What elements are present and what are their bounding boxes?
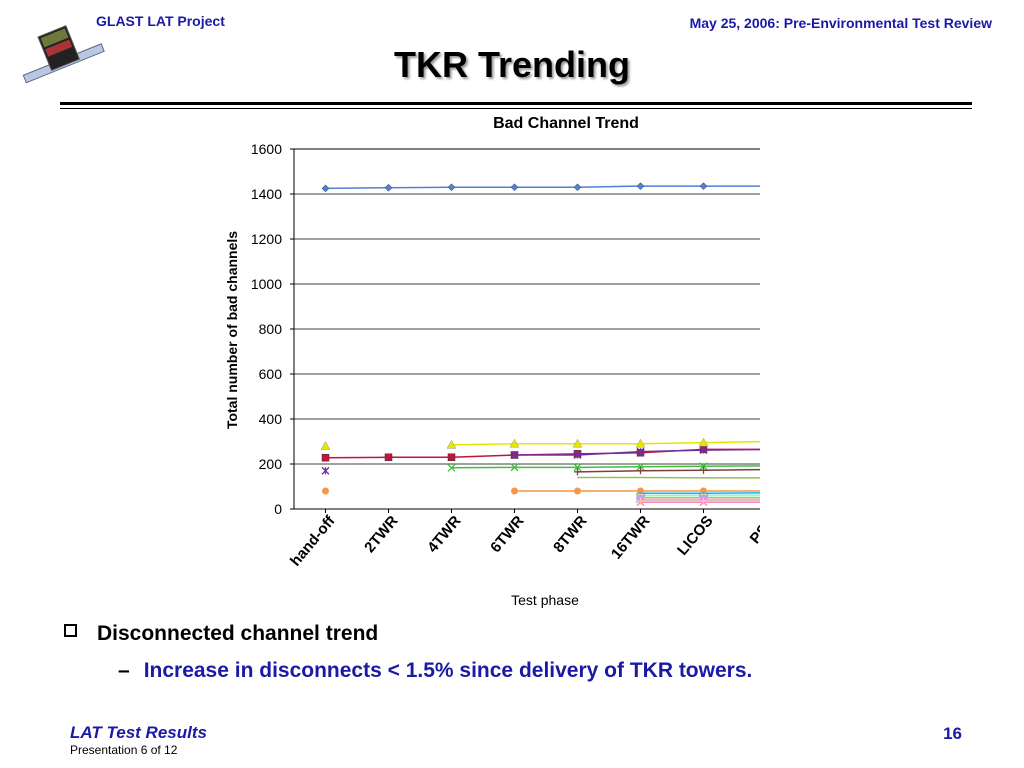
data-point-tkrfm2 xyxy=(573,463,582,472)
data-point-tkrfm3 xyxy=(636,447,645,456)
y-tick-label: 1000 xyxy=(251,276,282,292)
x-tick-label: 8TWR xyxy=(550,513,590,557)
series-line-tkrfm1 xyxy=(451,440,760,446)
y-tick-label: 400 xyxy=(259,411,283,427)
data-point-tkrfm3 xyxy=(510,451,519,459)
bullet-sub-text: Increase in disconnects < 1.5% since del… xyxy=(143,659,753,682)
data-point-tkrfmb xyxy=(447,453,456,461)
data-point-tkrfm4 xyxy=(637,467,644,475)
series-line-tkrfm2 xyxy=(451,465,760,469)
x-tick-label: 4TWR xyxy=(424,513,464,557)
data-point-tkrfm15 xyxy=(637,497,644,505)
data-point-tkrfmb xyxy=(384,453,393,461)
bullet-main-text: Disconnected channel trend xyxy=(97,622,379,645)
meeting-name: May 25, 2006: Pre-Environmental Test Rev… xyxy=(689,15,992,31)
data-point-tkrfm5 xyxy=(574,487,581,495)
data-point-tkrfma xyxy=(447,183,456,192)
x-tick-label: hand-off xyxy=(287,512,339,570)
data-point-tkrfm1 xyxy=(446,439,457,449)
data-point-tkrfm3 xyxy=(699,446,708,455)
data-point-tkrfm4 xyxy=(700,466,707,474)
x-tick-label: 6TWR xyxy=(487,513,527,557)
data-point-tkrfm1 xyxy=(635,438,646,448)
data-point-tkrfma xyxy=(510,183,519,192)
y-tick-label: 200 xyxy=(259,456,283,472)
data-point-tkrfma xyxy=(699,182,708,190)
page-number: 16 xyxy=(943,724,962,743)
data-point-tkrfm1 xyxy=(572,438,583,448)
chart-title: Bad Channel Trend xyxy=(493,115,639,132)
glast-logo xyxy=(22,25,105,84)
data-point-tkrfm2 xyxy=(636,462,645,471)
data-point-tkrfm2 xyxy=(447,463,456,472)
data-point-tkrfma xyxy=(573,183,582,192)
data-point-tkrfm2 xyxy=(699,462,708,471)
y-tick-label: 1200 xyxy=(251,231,282,247)
data-point-tkrfm3 xyxy=(573,451,582,459)
title-rule-thin xyxy=(60,108,972,109)
data-point-tkrfm1 xyxy=(509,438,520,448)
data-point-tkrfm5 xyxy=(322,487,329,495)
title-rule-thick xyxy=(60,102,972,105)
x-tick-label: 16TWR xyxy=(608,513,654,563)
data-point-tkrfm2 xyxy=(510,463,519,472)
y-tick-label: 0 xyxy=(274,501,282,517)
bullet-sub: – Increase in disconnects < 1.5% since de… xyxy=(118,659,752,683)
data-point-tkrfm3 xyxy=(321,466,330,475)
slide-title: TKR Trending xyxy=(394,44,630,85)
series-line-tkrfma xyxy=(325,185,760,190)
x-tick-label: PSR xyxy=(747,513,760,548)
data-point-tkrfma xyxy=(384,183,393,192)
y-tick-label: 800 xyxy=(259,321,283,337)
data-point-tkrfm1 xyxy=(320,440,331,450)
data-point-tkrfm4 xyxy=(574,468,581,476)
footer-section: LAT Test Results xyxy=(70,723,207,742)
x-tick-label: 2TWR xyxy=(361,513,401,557)
bad-channel-trend-chart: Bad Channel Trend Total number of bad ch… xyxy=(224,115,760,608)
x-tick-label: LICOS xyxy=(674,513,716,559)
y-tick-label: 1400 xyxy=(251,186,282,202)
data-point-tkrfmb xyxy=(321,453,330,462)
y-tick-label: 1600 xyxy=(251,141,282,157)
data-point-tkrfm15 xyxy=(700,497,707,505)
data-point-tkrfm5 xyxy=(511,487,518,495)
series-line-tkrfm4 xyxy=(577,468,760,473)
x-axis-label: Test phase xyxy=(511,592,579,608)
footer-presentation: Presentation 6 of 12 xyxy=(70,743,178,757)
dash-bullet: – xyxy=(118,659,130,682)
project-name: GLAST LAT Project xyxy=(96,13,225,29)
data-point-tkrfm1 xyxy=(698,437,709,447)
data-point-tkrfma xyxy=(321,184,330,193)
data-point-tkrfma xyxy=(636,182,645,190)
y-tick-label: 600 xyxy=(259,366,283,382)
checkbox-bullet-icon xyxy=(64,624,77,637)
y-axis-label: Total number of bad channels xyxy=(224,231,240,429)
bullet-main: Disconnected channel trend xyxy=(64,622,378,646)
